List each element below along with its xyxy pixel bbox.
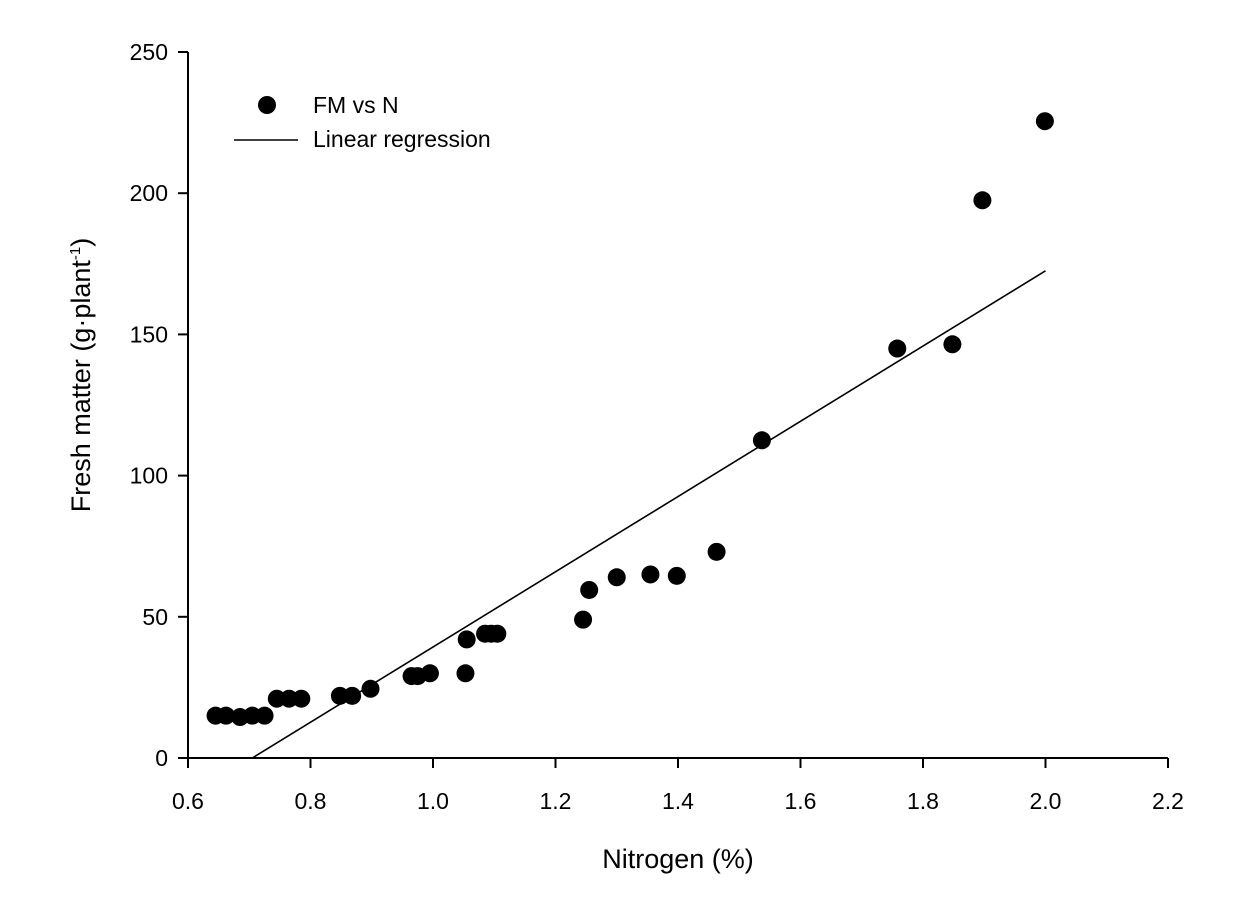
x-tick-label: 1.4 — [662, 788, 694, 814]
y-tick-label: 200 — [130, 180, 168, 206]
data-point — [216, 706, 235, 725]
data-point — [1035, 112, 1054, 131]
legend-point-marker — [258, 96, 276, 114]
legend-line-label: Linear regression — [313, 126, 491, 152]
data-marks — [206, 112, 1054, 759]
y-axis-title-main: Fresh matter (g·plant — [66, 260, 96, 513]
y-tick-label: 50 — [142, 604, 168, 630]
x-tick-label: 1.6 — [785, 788, 817, 814]
data-point — [488, 624, 507, 643]
y-tick-label: 100 — [130, 463, 168, 489]
data-point — [456, 664, 475, 683]
y-tick-label: 250 — [130, 39, 168, 65]
data-point — [292, 689, 311, 708]
data-point — [457, 630, 476, 649]
data-point — [943, 335, 962, 354]
data-point — [973, 191, 992, 210]
data-point — [888, 339, 907, 358]
legend-points-label: FM vs N — [313, 92, 399, 118]
y-axis-title-suffix: ) — [66, 238, 96, 247]
x-tick-label: 1.0 — [417, 788, 449, 814]
x-tick-label: 1.2 — [540, 788, 572, 814]
data-point — [667, 566, 686, 585]
x-axis-title: Nitrogen (%) — [602, 844, 754, 874]
y-axis-title-superscript: -1 — [67, 247, 84, 260]
x-tick-label: 1.8 — [907, 788, 939, 814]
x-tick-label: 2.0 — [1030, 788, 1062, 814]
data-point — [641, 565, 660, 584]
x-tick-label: 2.2 — [1152, 788, 1184, 814]
legend: FM vs N Linear regression — [234, 92, 491, 152]
data-point — [752, 431, 771, 450]
x-tick-label: 0.8 — [295, 788, 327, 814]
y-tick-label: 150 — [130, 321, 168, 347]
axes: 0.6 0.8 1.0 1.2 1.4 1.6 1.8 2.0 2.2 0 50 100 150 200 2… — [130, 39, 1184, 814]
data-point — [574, 610, 593, 629]
data-point — [707, 542, 726, 561]
data-point — [607, 568, 626, 587]
data-point — [420, 664, 439, 683]
data-point — [580, 580, 599, 599]
data-point — [361, 679, 380, 698]
y-axis-title: Fresh matter (g·plant-1) — [66, 238, 96, 512]
x-tick-label: 0.6 — [172, 788, 204, 814]
regression-line — [251, 270, 1046, 759]
data-point — [255, 706, 274, 725]
y-tick-label: 0 — [155, 745, 168, 771]
